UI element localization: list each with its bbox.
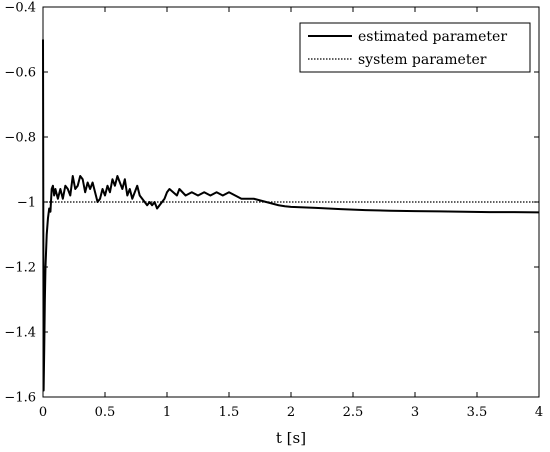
x-tick-label: 2.5	[343, 405, 364, 420]
x-tick-label: 0	[39, 405, 47, 420]
legend-label-estimated: estimated parameter	[358, 29, 507, 45]
y-tick-label: −1	[17, 196, 36, 211]
x-tick-label: 1.5	[219, 405, 240, 420]
ticks-layer: 0 0.5 1 1.5 2 2.5 3 3.5 4 −1.6 −1.4 −1.2 −1 −0.8 −0.6 −…	[4, 1, 543, 421]
legend: estimated parameter system parameter	[299, 22, 531, 73]
legend-label-system: system parameter	[358, 52, 487, 68]
x-tick-label: 3.5	[467, 405, 488, 420]
x-tick-label: 4	[535, 405, 543, 420]
x-tick-label: 2	[287, 405, 295, 420]
legend-box	[299, 22, 531, 73]
x-tick-label: 0.5	[95, 405, 116, 420]
y-tick-label: −0.8	[4, 131, 36, 146]
series-layer	[42, 39, 540, 392]
y-tick-label: −0.6	[4, 66, 36, 81]
y-tick-label: −1.4	[4, 326, 36, 341]
x-axis-title: t [s]	[276, 429, 306, 447]
y-tick-label: −0.4	[4, 1, 36, 16]
y-tick-label: −1.6	[4, 391, 36, 406]
series-line-estimated-parameter	[42, 39, 540, 392]
x-tick-label: 1	[163, 405, 171, 420]
y-tick-label: −1.2	[4, 261, 36, 276]
x-tick-label: 3	[411, 405, 419, 420]
